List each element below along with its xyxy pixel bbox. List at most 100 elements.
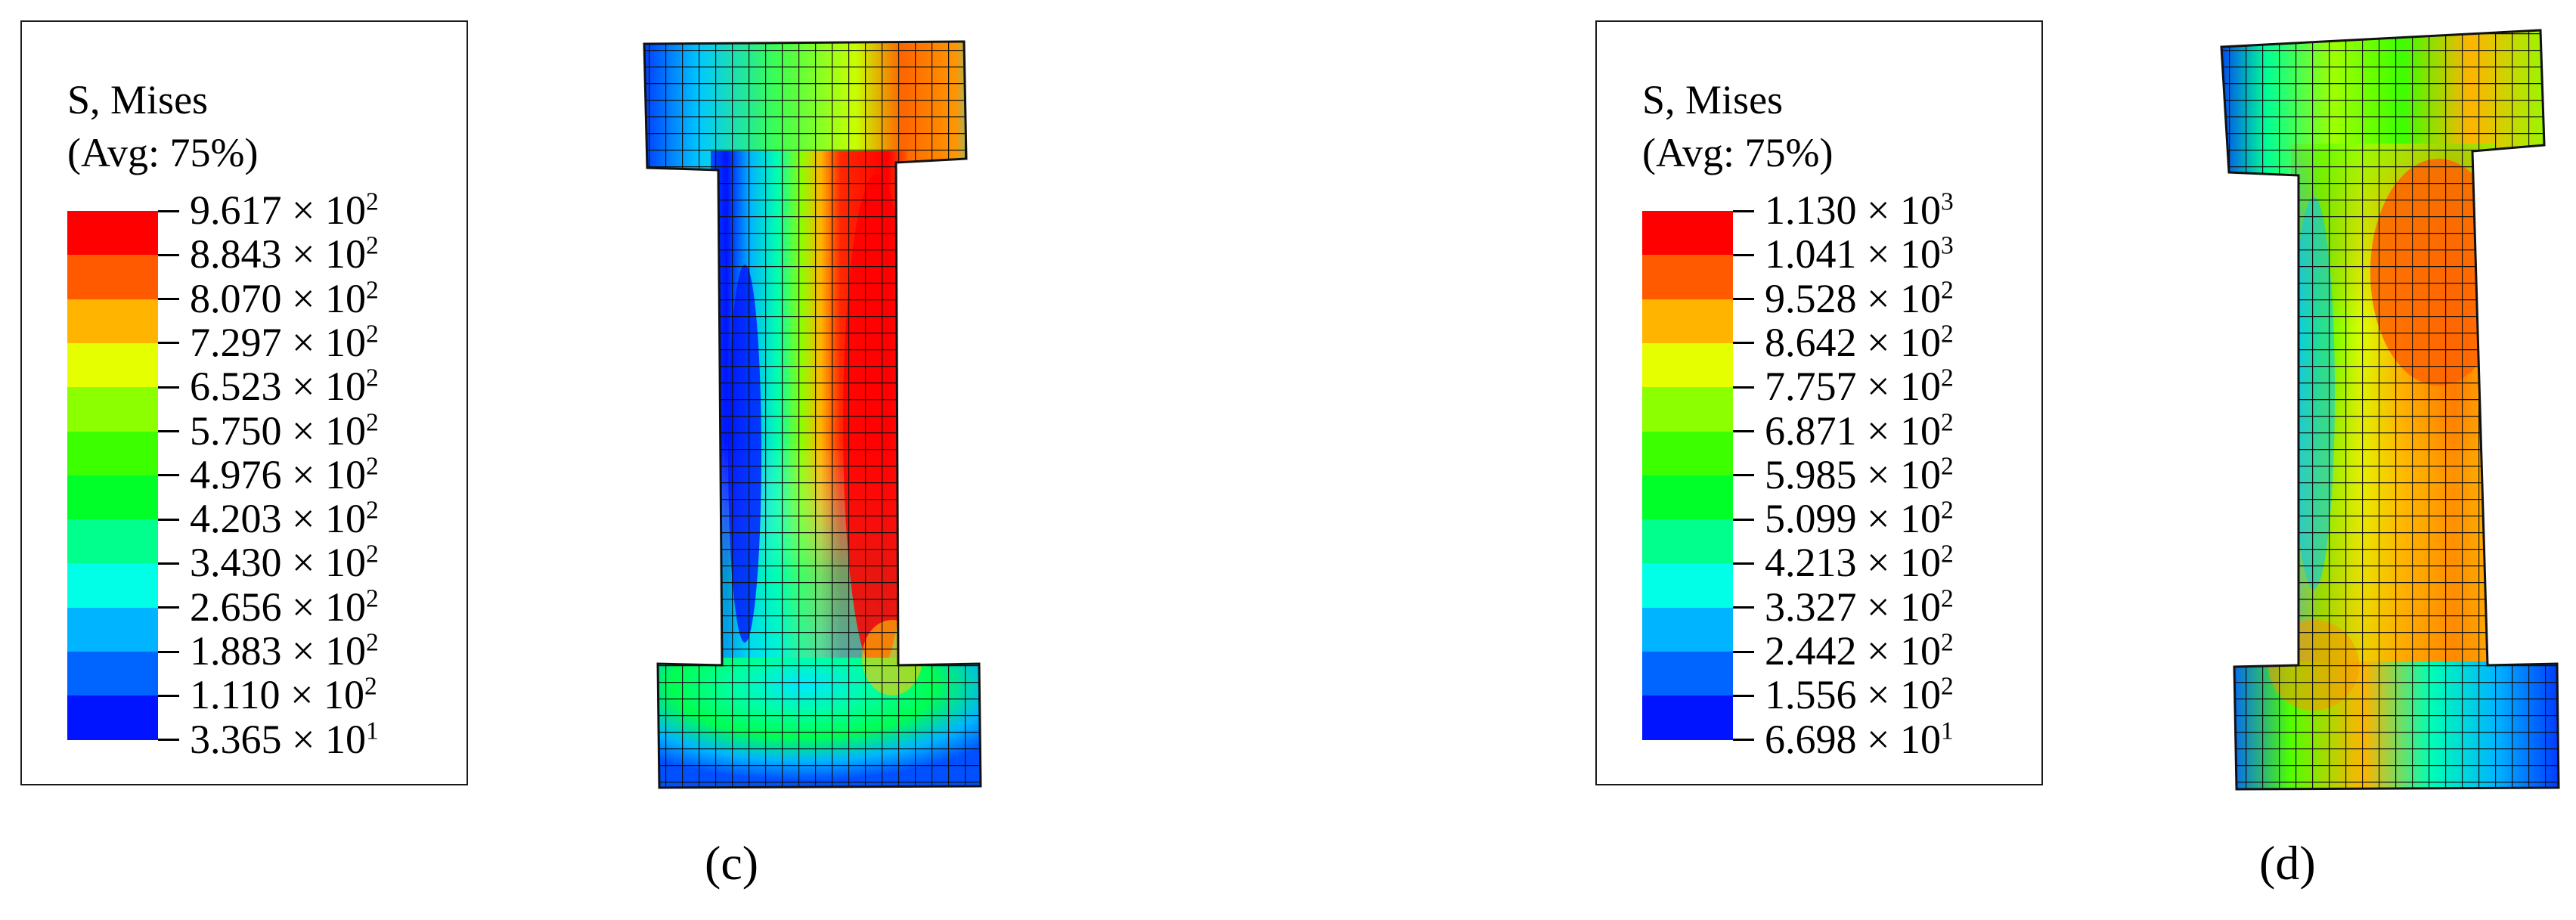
tick-mantissa: 1.110 × 10 [190, 672, 364, 718]
scale-tick [1733, 386, 1754, 389]
tick-exponent: 2 [1940, 276, 1954, 305]
scale-tick [158, 298, 179, 301]
legend-title: S, Mises [67, 77, 209, 122]
tick-mantissa: 5.750 × 10 [190, 407, 366, 454]
scale-tick [158, 650, 179, 653]
scale-tick [1733, 253, 1754, 256]
tick-exponent: 2 [1940, 540, 1954, 568]
tick-mantissa: 5.099 × 10 [1765, 496, 1941, 542]
tick-mantissa: 8.070 × 10 [190, 275, 366, 321]
tick-exponent: 1 [365, 717, 379, 745]
tick-exponent: 2 [1940, 408, 1954, 437]
scale-tick-label: 9.528 × 102 [1765, 275, 1954, 321]
tick-mantissa: 9.528 × 10 [1765, 275, 1941, 321]
color-swatch [1642, 519, 1733, 564]
color-swatch [1642, 211, 1733, 256]
scale-tick [1733, 562, 1754, 565]
scale-tick [1733, 209, 1754, 212]
scale-tick-label: 5.099 × 102 [1765, 496, 1954, 542]
tick-exponent: 2 [365, 540, 379, 568]
color-scale-bar: 1.130 × 103 1.041 × 103 9.528 × 102 8.642 ×… [1642, 189, 1954, 760]
scale-tick [1733, 430, 1754, 432]
tick-exponent: 2 [1940, 496, 1954, 525]
scale-tick-label: 2.442 × 102 [1765, 630, 1954, 671]
tick-exponent: 2 [365, 628, 379, 657]
color-swatch [67, 255, 158, 300]
tick-mantissa: 1.883 × 10 [190, 627, 366, 674]
scale-tick [158, 562, 179, 565]
tick-mantissa: 6.523 × 10 [190, 364, 366, 410]
tick-exponent: 2 [1940, 452, 1954, 481]
scale-tick [158, 430, 179, 432]
scale-tick-label: 4.213 × 102 [1765, 540, 1954, 586]
panel-label-c: (c) [705, 836, 759, 890]
color-swatch [67, 652, 158, 696]
color-swatch [67, 342, 158, 388]
scale-tick [1733, 606, 1754, 609]
color-swatch [67, 211, 158, 256]
tick-mantissa: 1.041 × 10 [1765, 231, 1941, 277]
tick-mantissa: 6.871 × 10 [1765, 407, 1941, 454]
scale-tick [158, 209, 179, 212]
color-swatch [1642, 387, 1733, 432]
scale-tick-label: 1.556 × 102 [1765, 672, 1954, 718]
color-swatch [1642, 299, 1733, 344]
legend-c: S, Mises (Avg: 75%) 9.617 × 102 8.843 × 1… [20, 20, 468, 785]
scale-tick-label: 2.656 × 102 [190, 584, 379, 627]
color-swatch [1642, 652, 1733, 696]
scale-tick [1733, 739, 1754, 742]
scale-tick-label: 3.430 × 102 [190, 540, 379, 584]
tick-exponent: 2 [1940, 628, 1954, 657]
scale-tick-label: 4.976 × 102 [190, 454, 379, 495]
scale-tick [1733, 474, 1754, 477]
tick-exponent: 2 [1940, 320, 1954, 348]
scale-tick-label: 3.365 × 101 [190, 717, 379, 760]
tick-exponent: 2 [1940, 584, 1954, 613]
tick-exponent: 2 [365, 408, 379, 437]
color-swatch [1642, 342, 1733, 388]
tick-exponent: 2 [365, 584, 379, 613]
tick-mantissa: 1.556 × 10 [1765, 672, 1941, 718]
scale-tick-label: 1.130 × 103 [1765, 187, 1954, 233]
scale-tick-label: 4.203 × 102 [190, 496, 379, 539]
tick-exponent: 2 [1940, 672, 1954, 701]
legend-title: S, Mises [1642, 77, 1784, 122]
color-swatch [67, 475, 158, 520]
scale-tick [158, 253, 179, 256]
tick-exponent: 2 [365, 452, 379, 481]
color-swatch [1642, 255, 1733, 300]
color-scale-bar: 9.617 × 102 8.843 × 102 8.070 × 102 7.297 ×… [67, 189, 379, 760]
color-swatch [67, 519, 158, 564]
tick-mantissa: 8.843 × 10 [190, 231, 366, 277]
scale-tick-label: 6.523 × 102 [190, 364, 379, 410]
scale-tick-label: 7.757 × 102 [1765, 364, 1954, 410]
tick-mantissa: 3.327 × 10 [1765, 584, 1941, 630]
scale-tick [1733, 298, 1754, 301]
color-swatch [1642, 431, 1733, 476]
color-swatch [1642, 563, 1733, 609]
tick-exponent: 2 [365, 320, 379, 348]
scale-tick [158, 739, 179, 742]
tick-mantissa: 9.617 × 10 [190, 187, 366, 233]
scale-tick [158, 386, 179, 389]
tick-exponent: 2 [365, 496, 379, 525]
tick-exponent: 2 [365, 364, 379, 392]
scale-tick-label: 3.327 × 102 [1765, 584, 1954, 630]
tick-exponent: 3 [1940, 187, 1954, 216]
scale-tick [158, 694, 179, 697]
tick-mantissa: 4.213 × 10 [1765, 540, 1941, 586]
legend-d: S, Mises (Avg: 75%) 1.130 × 103 1.041 × 1… [1595, 20, 2043, 785]
color-swatch [1642, 607, 1733, 652]
color-swatch [67, 607, 158, 652]
tick-mantissa: 1.130 × 10 [1765, 187, 1941, 233]
tick-mantissa: 7.757 × 10 [1765, 364, 1941, 410]
scale-tick-label: 9.617 × 102 [190, 187, 379, 233]
mesh-c [644, 42, 981, 788]
scale-tick-label: 8.843 × 102 [190, 231, 379, 277]
scale-tick [1733, 694, 1754, 697]
mesh-d [2221, 30, 2559, 789]
color-swatch [67, 695, 158, 741]
color-swatch [67, 387, 158, 432]
scale-tick-label: 5.985 × 102 [1765, 454, 1954, 495]
